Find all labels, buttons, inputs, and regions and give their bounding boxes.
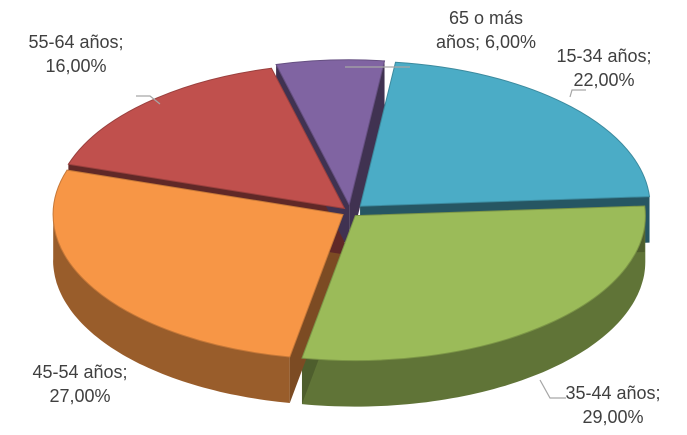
pie-slice-65-o-más-años <box>275 59 386 207</box>
pie-tops <box>52 59 651 362</box>
pie-slice-35-44-años <box>301 205 646 362</box>
slice-label-line: 15-34 años; <box>556 46 651 66</box>
slice-label-line: 22,00% <box>573 70 634 90</box>
leader-line-0 <box>569 89 586 98</box>
leader-lines <box>136 66 586 399</box>
slice-label-line: 16,00% <box>45 56 106 76</box>
slice-label-0: 15-34 años; 22,00% <box>556 46 651 90</box>
slice-label-line: 65 o más <box>449 8 523 28</box>
slice-label-line: 35-44 años; <box>565 383 660 403</box>
slice-label-line: 55-64 años; <box>28 32 123 52</box>
slice-label-line: años; 6,00% <box>436 32 536 52</box>
slice-label-line: 29,00% <box>582 407 643 427</box>
slice-label-2: 45-54 años; 27,00% <box>32 362 127 406</box>
slice-labels: 15-34 años; 22,00% 35-44 años; 29,00% 45-54 … <box>28 8 660 427</box>
pie-side-2 <box>53 212 290 403</box>
leader-line-3 <box>136 95 161 105</box>
slice-label-1: 35-44 años; 29,00% <box>565 383 660 427</box>
pie-slice-55-64-años <box>67 67 346 210</box>
pie-cut-4-1 <box>349 60 385 251</box>
leader-line-1 <box>539 379 566 399</box>
slice-label-line: 27,00% <box>49 386 110 406</box>
slice-label-line: 45-54 años; <box>32 362 127 382</box>
pie-side-1 <box>302 215 646 407</box>
slice-label-4: 65 o más años; 6,00% <box>436 8 536 52</box>
pie-slice-45-54-años <box>52 169 344 358</box>
slice-label-3: 55-64 años; 16,00% <box>28 32 123 76</box>
pie-slice-15-34-años <box>359 61 651 207</box>
